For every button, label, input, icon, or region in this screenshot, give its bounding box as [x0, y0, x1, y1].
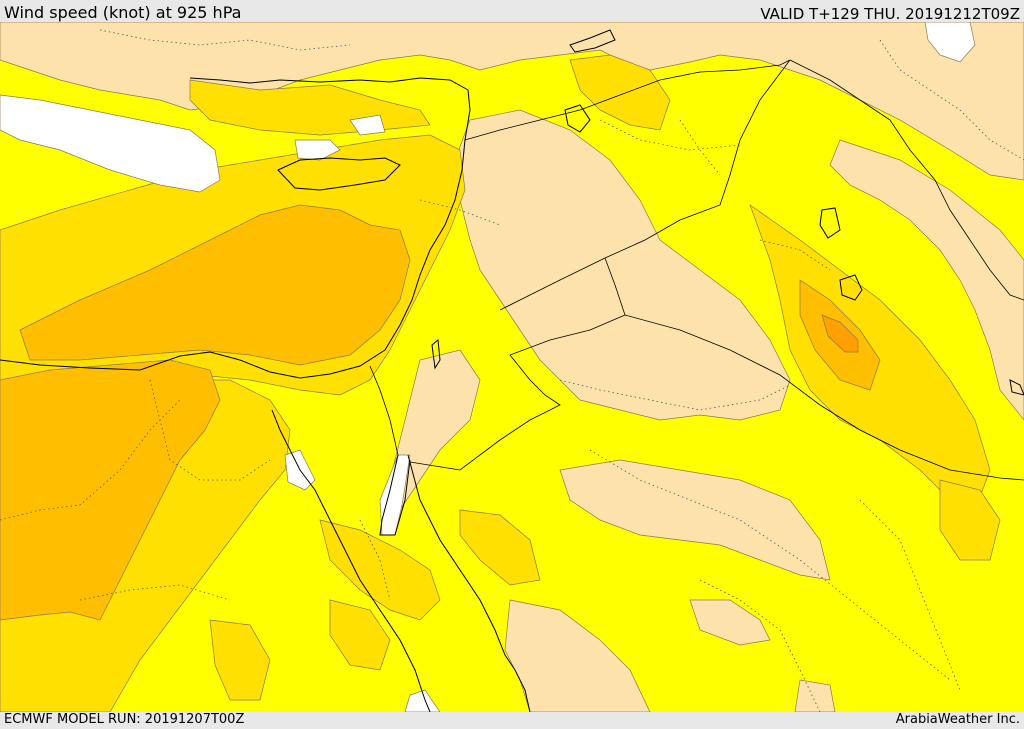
province-boundaries — [0, 29, 1024, 712]
wind-speed-map — [0, 22, 1024, 712]
model-run: ECMWF MODEL RUN: 20191207T00Z — [4, 712, 245, 727]
field-light-patch1 — [689, 599, 771, 646]
coastline-med — [0, 77, 471, 379]
border-turkey-syria — [464, 59, 791, 141]
coastline-gulf — [1009, 379, 1024, 396]
coastline-lake-iraq — [839, 274, 863, 301]
field-light-central — [454, 109, 791, 421]
field-calm-south — [404, 689, 441, 712]
field-calm-ne — [924, 22, 976, 63]
field-light-east — [829, 139, 1024, 421]
field-light-north — [0, 22, 1024, 181]
field-strong-med — [19, 204, 411, 366]
credit: ArabiaWeather Inc. — [895, 712, 1020, 727]
field-calm-cyprus — [294, 139, 341, 161]
coastline-redsea-east — [407, 454, 531, 712]
border-iran-iraq — [789, 59, 1024, 301]
border-syria-iraq — [499, 59, 791, 311]
map-area — [0, 22, 1024, 712]
field-light-south — [559, 459, 831, 581]
field-fresh-redsea — [319, 519, 441, 621]
coastline-lake-van — [564, 104, 591, 133]
field-fresh-patch5 — [209, 619, 271, 701]
field-calm-aegean — [0, 94, 221, 193]
coastline-caspian — [569, 29, 616, 53]
field-fresh-patch3 — [939, 479, 1001, 561]
field-fresh-patch2 — [569, 54, 671, 131]
coastline-deadsea — [431, 339, 441, 370]
field-calm-north — [349, 114, 386, 136]
coastline-redsea-west — [271, 409, 431, 712]
field-fresh-patch4 — [459, 509, 541, 586]
title-bar: Wind speed (knot) at 925 hPa VALID T+129… — [0, 0, 1024, 23]
footer-bar: ECMWF MODEL RUN: 20191207T00Z ArabiaWeat… — [0, 712, 1024, 729]
valid-time: VALID T+129 THU. 20191212T09Z — [760, 5, 1020, 23]
border-iraq-saudi — [624, 314, 1024, 481]
field-light-patch2 — [794, 679, 836, 712]
field-light-hejaz — [504, 599, 651, 712]
coastline-lake-2 — [819, 207, 841, 239]
border-egypt-israel — [369, 365, 399, 456]
coastline-aqaba — [379, 454, 411, 536]
coastline-cyprus — [277, 157, 401, 191]
field-very-strong-iraq — [821, 314, 859, 353]
field-fresh-patch1 — [329, 599, 391, 671]
map-title: Wind speed (knot) at 925 hPa — [4, 3, 242, 22]
field-strong-egypt — [0, 359, 221, 621]
